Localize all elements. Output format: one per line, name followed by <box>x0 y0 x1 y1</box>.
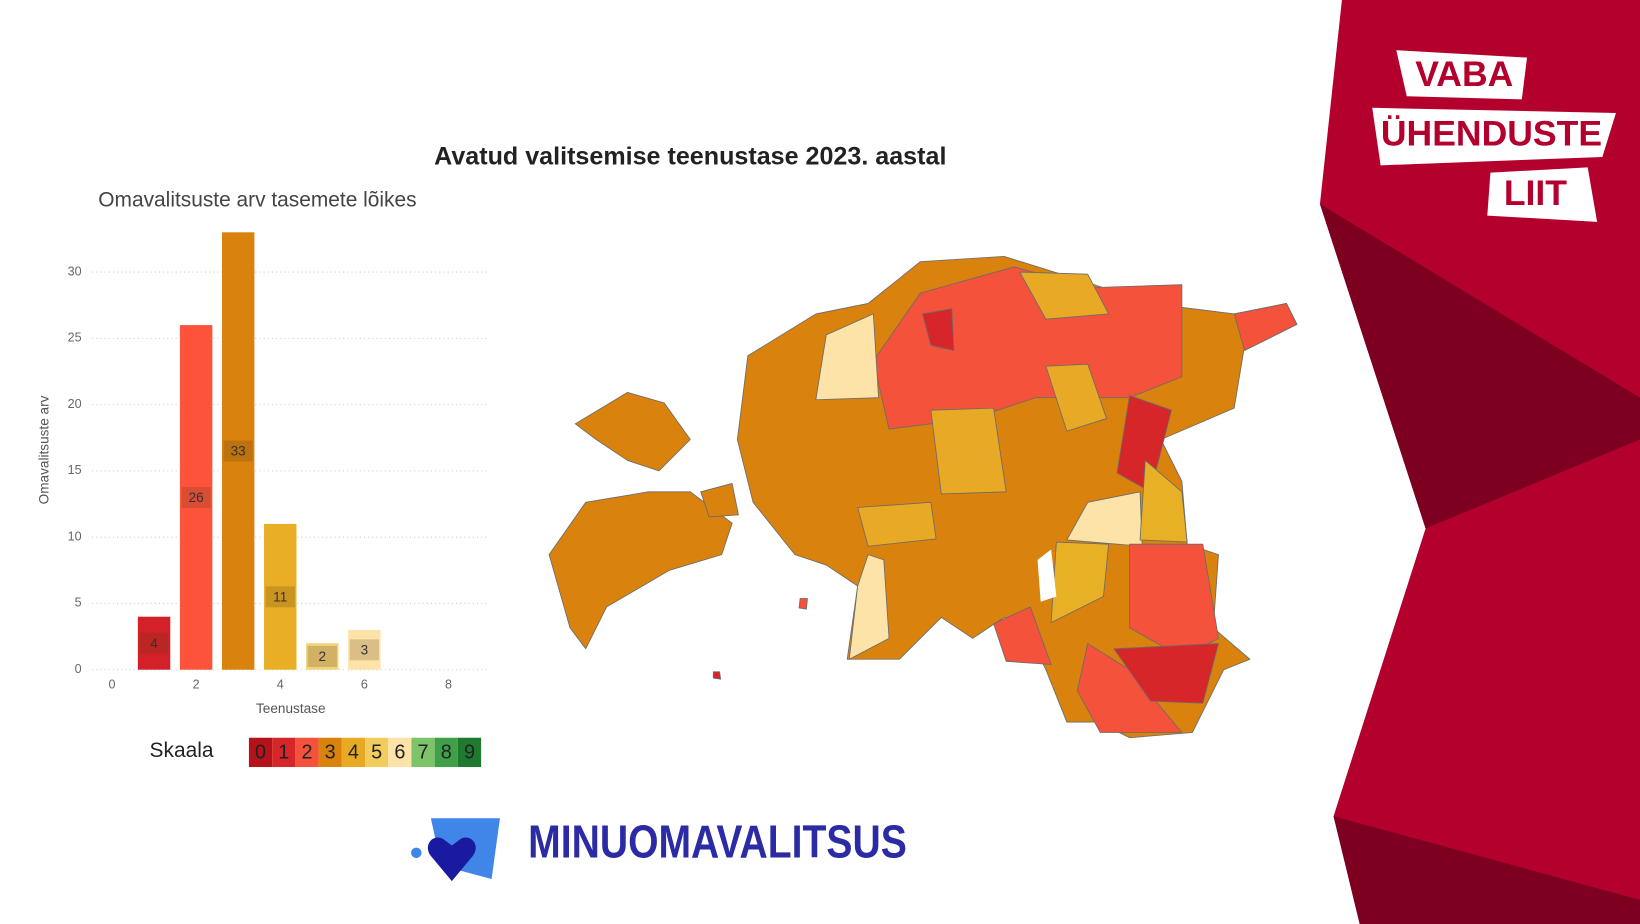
scale-cell <box>457 737 482 768</box>
scale-cell <box>272 737 296 768</box>
y-axis-label: Omavalitsuste arv <box>37 395 52 504</box>
y-tick-label: 0 <box>75 662 82 676</box>
y-tick-label: 15 <box>68 463 82 477</box>
value-label: 26 <box>189 490 204 505</box>
logo-text: VABA <box>1415 54 1513 94</box>
value-label: 11 <box>273 589 287 604</box>
scale-cell <box>365 737 389 768</box>
y-tick-label: 10 <box>68 529 82 543</box>
bar <box>306 643 339 670</box>
map-region <box>1045 363 1107 432</box>
scale-cell <box>318 737 342 768</box>
map-region <box>848 554 890 660</box>
value-label-box <box>139 632 169 654</box>
x-axis-label: Teenustase <box>256 701 326 716</box>
panel-shade <box>1319 204 1640 529</box>
map-region <box>1076 643 1183 733</box>
value-label-box <box>307 645 337 667</box>
value-label: 4 <box>150 636 158 651</box>
map-region <box>815 313 879 401</box>
map-region <box>1019 271 1110 320</box>
slide-title: Avatud valitsemise teenustase 2023. aast… <box>434 143 946 171</box>
scale-level: 9 <box>464 742 475 764</box>
bar <box>221 232 255 670</box>
bar <box>179 325 213 670</box>
scale-level: 4 <box>348 742 359 764</box>
x-tick-label: 0 <box>109 678 116 692</box>
site-logo-heart <box>427 837 476 882</box>
y-tick-label: 25 <box>68 331 82 345</box>
map-region <box>548 491 733 650</box>
chart-title: Omavalitsuste arv tasemete lõikes <box>98 188 416 211</box>
logo-text: LIIT <box>1504 173 1567 213</box>
value-label-box <box>223 440 253 462</box>
value-label: 33 <box>231 444 246 459</box>
y-tick-label: 5 <box>75 596 82 610</box>
site-logo-dot <box>411 847 422 859</box>
panel-shade <box>1333 816 1640 924</box>
x-tick-label: 6 <box>361 678 368 692</box>
y-tick-label: 20 <box>68 397 82 411</box>
scale-level: 0 <box>255 742 266 764</box>
map-region <box>857 501 937 547</box>
scale-level: 3 <box>325 742 336 764</box>
value-label-box <box>181 486 211 508</box>
bar <box>348 629 381 670</box>
logo-text: ÜHENDUSTE <box>1381 113 1602 153</box>
map <box>548 255 1298 739</box>
value-label-box <box>265 586 295 608</box>
map-region <box>700 483 739 518</box>
map-region <box>712 671 722 680</box>
map-lake <box>1037 549 1057 602</box>
scale-cell <box>388 737 412 768</box>
value-label: 2 <box>319 649 327 664</box>
map-region <box>1233 303 1298 351</box>
scale-cell <box>341 737 366 768</box>
scale-level: 6 <box>394 742 405 764</box>
scale-cell <box>411 737 435 768</box>
logo-banner <box>1396 50 1528 100</box>
scale-label: Skaala <box>150 739 214 762</box>
scale-level: 8 <box>441 742 452 764</box>
scale-level: 1 <box>278 742 289 764</box>
map-region <box>798 598 808 610</box>
logo-banner <box>1372 107 1616 166</box>
scale-cell <box>434 737 458 768</box>
map-region <box>993 606 1052 665</box>
map-region <box>1113 643 1219 704</box>
map-region <box>930 407 1007 495</box>
bar <box>137 616 171 670</box>
value-label: 3 <box>361 642 369 657</box>
map-region <box>1139 460 1188 543</box>
y-tick-label: 30 <box>68 264 82 278</box>
scale-level: 5 <box>371 742 382 764</box>
site-logo-text: MINUOMAVALITSUS <box>528 816 907 868</box>
scale-level: 2 <box>301 742 312 764</box>
scale-level: 7 <box>418 742 429 764</box>
logo-banner <box>1487 167 1598 222</box>
x-tick-label: 4 <box>277 678 284 692</box>
bar <box>264 523 297 670</box>
x-tick-label: 2 <box>193 678 200 692</box>
x-tick-label: 8 <box>445 678 452 692</box>
map-region <box>574 391 691 472</box>
scale-cell <box>295 737 319 768</box>
value-label-box <box>349 639 380 661</box>
scale-cell <box>248 737 273 768</box>
map-region <box>922 308 955 351</box>
